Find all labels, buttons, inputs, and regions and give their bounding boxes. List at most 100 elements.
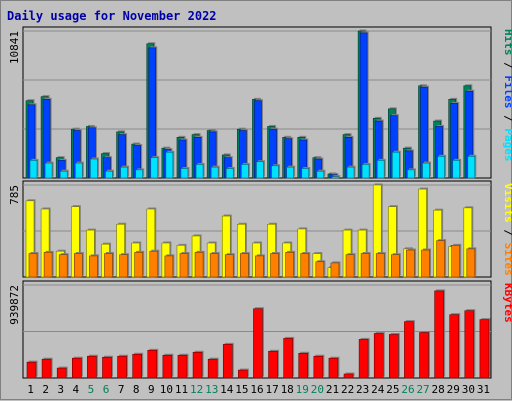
bar-sites-day-16 (255, 255, 264, 278)
bar-pages-day-18 (286, 166, 294, 179)
day-23-hits-files-pages (357, 29, 371, 179)
bar-pages-day-8 (135, 169, 143, 179)
day-8-hits-files-pages (131, 142, 145, 179)
x-tick-day-5: 5 (88, 383, 95, 396)
bar-pages-day-13 (210, 166, 219, 179)
bar-kbytes-day-14 (222, 344, 233, 379)
day-6-hits-files-pages (101, 152, 114, 179)
bar-sites-day-22 (345, 254, 355, 278)
panel-3-legend: KBytes (502, 283, 512, 323)
bar-sites-day-5 (89, 255, 98, 278)
day-10-visits-sites (161, 241, 175, 278)
x-tick-day-15: 15 (235, 383, 248, 396)
bar-files-day-23 (359, 32, 368, 179)
bar-kbytes-day-7 (117, 355, 127, 379)
day-28-visits-sites (433, 208, 447, 278)
panel-2-legend: Visits / Sites (502, 183, 512, 276)
x-tick-day-9: 9 (148, 383, 155, 396)
day-26-visits-sites (403, 247, 416, 278)
bar-kbytes-day-15 (238, 369, 248, 379)
x-tick-day-29: 29 (447, 383, 460, 396)
bar-sites-day-19 (300, 253, 310, 278)
bar-pages-day-23 (361, 164, 370, 179)
day-10-hits-files-pages (161, 146, 175, 179)
day-9-hits-files-pages (146, 42, 160, 179)
bar-sites-day-11 (179, 253, 189, 278)
bar-kbytes-day-31 (479, 319, 490, 379)
x-tick-day-8: 8 (133, 383, 140, 396)
bar-kbytes-day-5 (87, 355, 97, 379)
day-19-visits-sites (297, 227, 311, 278)
day-1-visits-sites (25, 199, 39, 278)
bar-sites-day-25 (391, 254, 400, 278)
bar-kbytes-day-13 (207, 358, 218, 379)
bar-sites-day-27 (421, 249, 430, 278)
bar-sites-day-4 (73, 253, 83, 278)
bar-kbytes-day-20 (313, 355, 324, 379)
bar-sites-day-26 (406, 249, 415, 278)
x-tick-day-30: 30 (462, 383, 475, 396)
x-tick-day-21: 21 (326, 383, 339, 396)
day-13-visits-sites (206, 241, 220, 278)
day-30-hits-files-pages (463, 84, 477, 179)
bar-pages-day-10 (165, 151, 174, 179)
day-21-hits-files-pages (327, 172, 341, 179)
day-8-visits-sites (131, 241, 145, 278)
x-tick-day-6: 6 (103, 383, 110, 396)
bar-pages-day-17 (271, 165, 279, 179)
day-21-visits-sites (327, 261, 341, 278)
bar-sites-day-21 (330, 262, 340, 278)
bar-kbytes-day-3 (56, 367, 67, 379)
x-tick-day-25: 25 (386, 383, 399, 396)
day-23-visits-sites (357, 228, 371, 278)
x-tick-day-31: 31 (477, 383, 490, 396)
legend-kbytes: KBytes (502, 283, 512, 323)
bar-kbytes-day-21 (328, 357, 339, 379)
day-12-visits-sites (191, 234, 205, 278)
day-2-hits-files-pages (40, 95, 54, 179)
bar-pages-day-26 (407, 169, 415, 179)
bar-kbytes-day-19 (298, 352, 309, 379)
bar-kbytes-day-11 (177, 354, 188, 379)
legend-pages: Pages (502, 128, 512, 161)
bar-kbytes-day-1 (26, 361, 37, 379)
bar-pages-day-9 (150, 157, 159, 179)
day-24-visits-sites (372, 183, 386, 278)
x-tick-day-28: 28 (432, 383, 445, 396)
bar-sites-day-3 (58, 254, 68, 278)
bar-pages-day-25 (392, 151, 400, 179)
bar-pages-day-6 (105, 170, 113, 179)
day-24-hits-files-pages (372, 116, 386, 179)
bar-pages-day-1 (29, 160, 38, 179)
bar-kbytes-day-28 (434, 290, 444, 379)
bar-kbytes-day-17 (268, 350, 278, 379)
bar-kbytes-day-18 (283, 338, 293, 379)
x-tick-day-3: 3 (57, 383, 64, 396)
day-25-visits-sites (388, 205, 401, 278)
day-27-hits-files-pages (418, 84, 432, 179)
bar-sites-day-24 (375, 253, 385, 278)
day-12-hits-files-pages (191, 133, 205, 179)
day-22-hits-files-pages (342, 133, 356, 179)
x-tick-day-10: 10 (160, 383, 173, 396)
bar-sites-day-23 (360, 253, 370, 278)
day-14-hits-files-pages (221, 153, 235, 179)
day-20-hits-files-pages (312, 156, 326, 179)
bar-pages-day-27 (422, 162, 430, 179)
x-tick-day-2: 2 (42, 383, 49, 396)
bar-kbytes-day-10 (162, 354, 173, 379)
bar-kbytes-day-16 (253, 308, 263, 379)
x-tick-day-13: 13 (205, 383, 218, 396)
day-6-visits-sites (101, 242, 114, 278)
x-tick-day-26: 26 (401, 383, 414, 396)
day-14-visits-sites (221, 214, 235, 278)
day-18-hits-files-pages (282, 135, 296, 179)
day-15-hits-files-pages (237, 127, 250, 179)
day-15-visits-sites (237, 222, 250, 278)
day-27-visits-sites (418, 187, 432, 278)
bar-pages-day-24 (376, 160, 385, 179)
day-7-hits-files-pages (116, 130, 130, 179)
x-tick-day-4: 4 (73, 383, 80, 396)
